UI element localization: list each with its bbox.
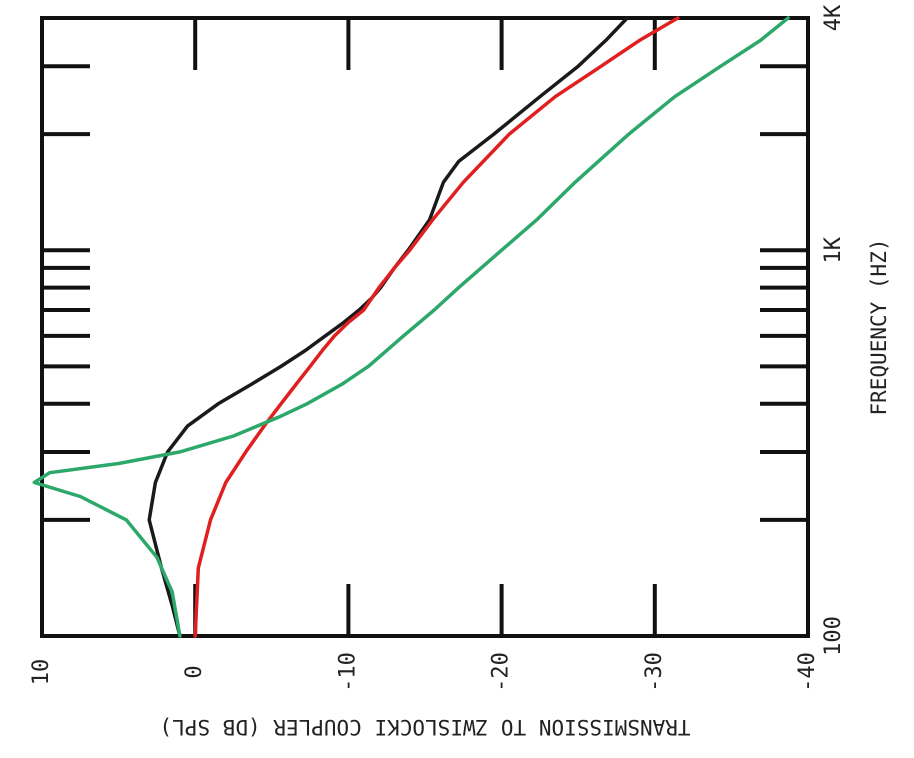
series-line-2: [193, 16, 680, 638]
series-line-3: [32, 16, 790, 638]
x-tick-label: 1K: [821, 236, 846, 263]
y-axis-title: TRANSMISSION TO ZWISLOCKI COUPLER (DB SP…: [159, 715, 690, 739]
x-axis-title: FREQUENCY (HZ): [867, 238, 891, 415]
x-tick-label: 100: [821, 616, 846, 656]
y-tick-label: 0: [182, 665, 207, 678]
ticks: [42, 18, 808, 636]
plot-area: [40, 16, 810, 638]
y-tick-label: -10: [335, 652, 360, 692]
y-tick-label: -40: [795, 652, 820, 692]
y-tick-label: 10: [29, 659, 54, 686]
y-tick-label: -30: [642, 652, 667, 692]
plot-frame: [40, 16, 810, 638]
series-group: [32, 16, 790, 638]
y-tick-label: -20: [489, 652, 514, 692]
x-tick-label: 4K: [821, 4, 846, 31]
series-line-1: [147, 16, 629, 638]
